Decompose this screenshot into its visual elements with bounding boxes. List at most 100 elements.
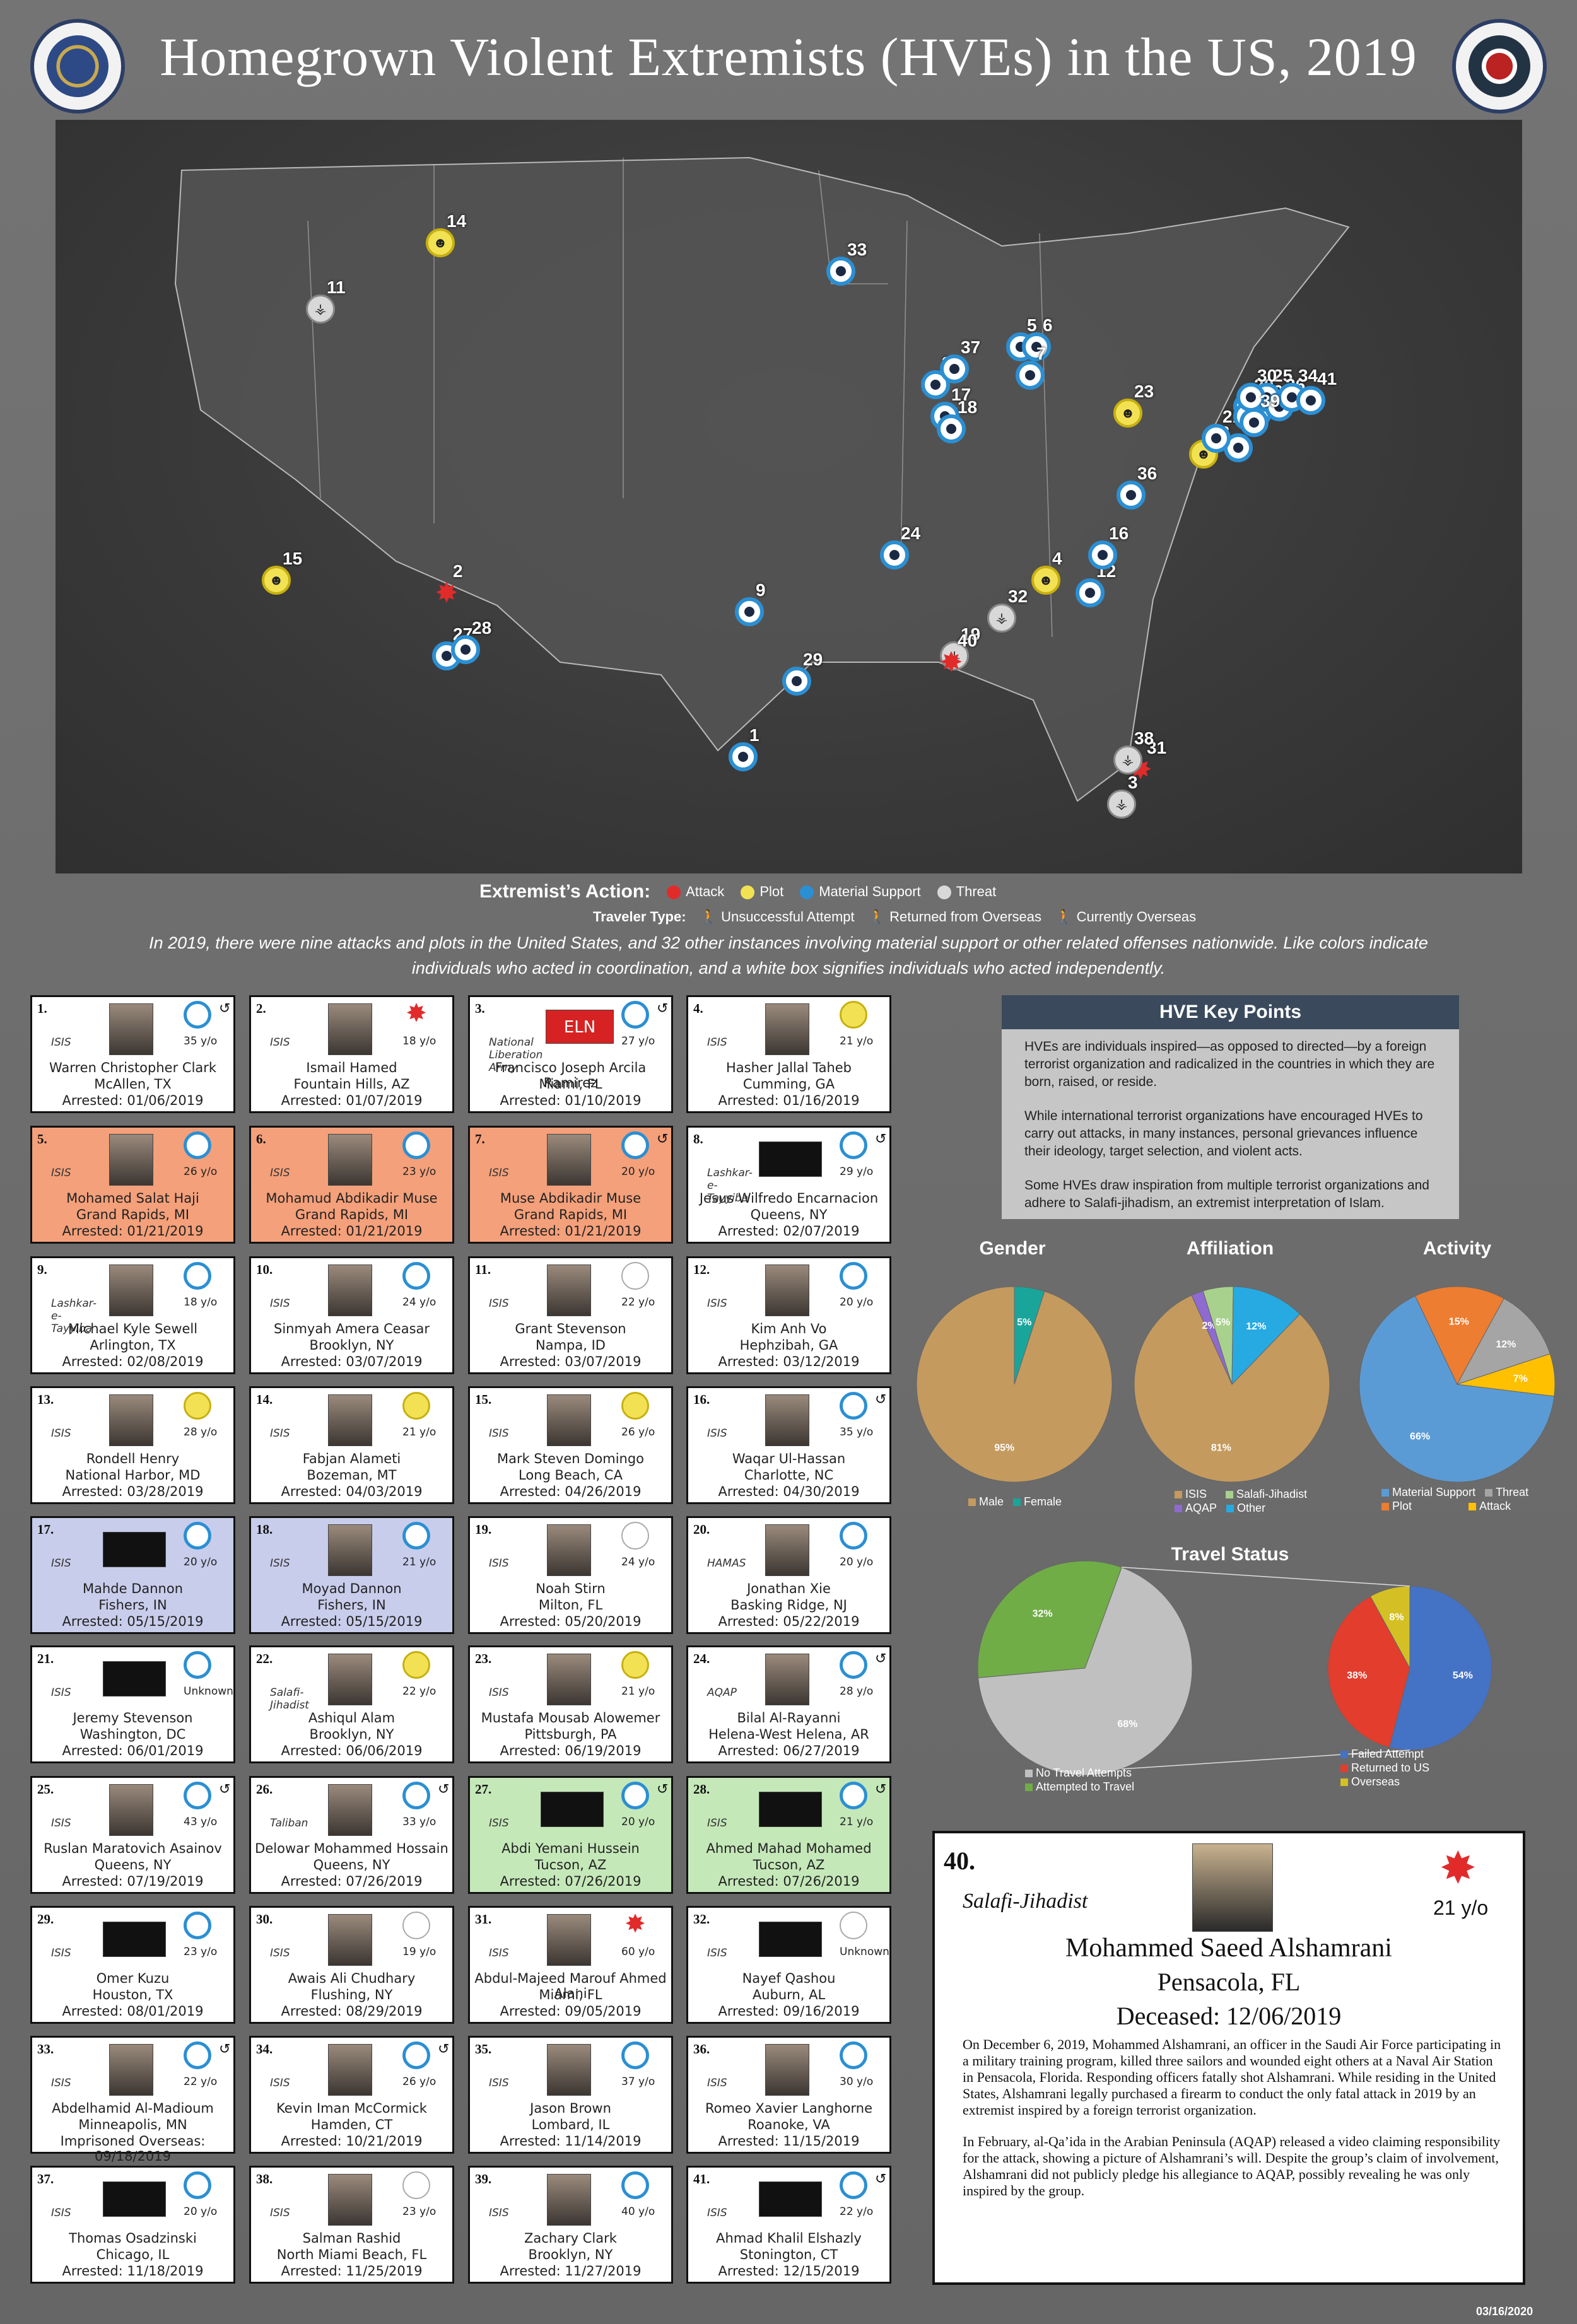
card-date: Arrested: 06/19/2019 bbox=[500, 1743, 642, 1758]
card-affiliation: ISIS bbox=[707, 2077, 727, 2089]
card-date: Arrested: 01/07/2019 bbox=[281, 1093, 423, 1108]
card-location: Tucson, AZ bbox=[753, 1857, 825, 1872]
card-date: Arrested: 06/06/2019 bbox=[281, 1743, 423, 1758]
card-number: 9. bbox=[37, 1262, 47, 1277]
map-pin-label: 28 bbox=[472, 618, 492, 638]
ms-icon bbox=[840, 1522, 867, 1550]
card-age: 22 y/o bbox=[621, 1296, 655, 1309]
legend-attack: Attack bbox=[667, 884, 724, 900]
hve-card: 27. ISIS ↺ 20 y/o Abdi Yemani Hussein Tucson,… bbox=[468, 1776, 673, 1894]
card-photo bbox=[765, 1524, 809, 1576]
card-name: Omer Kuzu bbox=[96, 1971, 170, 1986]
card-date: Arrested: 08/29/2019 bbox=[281, 2004, 423, 2019]
card-affiliation: ISIS bbox=[489, 1817, 509, 1830]
card-name: Fabjan Alameti bbox=[302, 1451, 401, 1466]
threat-icon bbox=[621, 1262, 649, 1290]
card-date: Arrested: 08/01/2019 bbox=[62, 2004, 204, 2019]
page-title: Homegrown Violent Extremists (HVEs) in t… bbox=[160, 26, 1417, 87]
pie-label: 81% bbox=[1211, 1442, 1231, 1453]
map-pin-label: 40 bbox=[958, 631, 978, 650]
card-location: Queens, NY bbox=[313, 1857, 390, 1872]
card-date: Arrested: 10/21/2019 bbox=[281, 2134, 423, 2149]
ms-icon bbox=[184, 1912, 211, 1939]
pie-slice bbox=[1134, 1295, 1330, 1483]
legend-threat: Threat bbox=[937, 884, 996, 900]
hve-card: 6. ISIS 23 y/o Mohamud Abdikadir Muse Grand … bbox=[249, 1126, 454, 1244]
card-affiliation: ISIS bbox=[51, 1427, 71, 1440]
gender-chart-title: Gender bbox=[979, 1238, 1046, 1259]
card-photo bbox=[765, 1264, 809, 1316]
hve-card: 38. ISIS 23 y/o Salman Rashid North Miami Be… bbox=[249, 2166, 454, 2284]
card-age: 22 y/o bbox=[184, 2076, 218, 2088]
traveler-icon: ↺ bbox=[657, 1131, 669, 1147]
legend-currently-overseas: 🚶 Currently Overseas bbox=[1055, 909, 1197, 925]
map-pin-label: 31 bbox=[1147, 738, 1167, 757]
map-pin-21 bbox=[1202, 424, 1231, 453]
featured-number: 40. bbox=[944, 1847, 975, 1875]
card-number: 24. bbox=[693, 1651, 710, 1666]
ms-icon bbox=[184, 1131, 211, 1159]
ms-icon bbox=[402, 1522, 430, 1550]
card-date: Arrested: 01/16/2019 bbox=[718, 1093, 860, 1108]
card-number: 37. bbox=[37, 2171, 54, 2187]
card-date: Arrested: 05/20/2019 bbox=[500, 1614, 642, 1629]
card-name: Kim Anh Vo bbox=[751, 1321, 827, 1336]
card-date: Arrested: 04/30/2019 bbox=[718, 1484, 860, 1499]
map-pin-16 bbox=[1088, 540, 1117, 569]
card-photo bbox=[541, 1792, 604, 1827]
map-pin-label: 41 bbox=[1317, 369, 1337, 388]
card-affiliation: ISIS bbox=[270, 1947, 290, 1959]
map-pin-12 bbox=[1076, 578, 1105, 607]
card-affiliation: ISIS bbox=[51, 2077, 71, 2089]
hve-card: 21. ISIS Unknown Jeremy Stevenson Washington… bbox=[30, 1645, 235, 1763]
card-number: 17. bbox=[37, 1522, 54, 1537]
card-age: 60 y/o bbox=[621, 1946, 655, 1958]
card-name: Michael Kyle Sewell bbox=[67, 1321, 198, 1336]
map-pin-4 bbox=[1031, 566, 1060, 595]
card-affiliation: ISIS bbox=[51, 2207, 71, 2219]
ms-icon bbox=[184, 1001, 211, 1029]
card-photo bbox=[103, 1661, 166, 1696]
card-affiliation: ISIS bbox=[51, 1557, 71, 1570]
card-date: Arrested: 07/26/2019 bbox=[718, 1874, 860, 1889]
card-affiliation: ISIS bbox=[489, 2207, 509, 2219]
map-pin-label: 24 bbox=[901, 523, 921, 543]
card-location: Brooklyn, NY bbox=[309, 1727, 394, 1742]
card-location: Brooklyn, NY bbox=[528, 2247, 613, 2262]
card-affiliation: ISIS bbox=[51, 1817, 71, 1830]
map-pin-label: 25 bbox=[1273, 366, 1293, 385]
hve-card: 7. ISIS ↺ 20 y/o Muse Abdikadir Muse Grand Ra… bbox=[468, 1126, 673, 1244]
card-affiliation: ISIS bbox=[489, 1167, 509, 1179]
pie-label: 38% bbox=[1347, 1671, 1367, 1681]
card-age: 21 y/o bbox=[840, 1816, 874, 1828]
map-pin-9 bbox=[735, 597, 764, 626]
featured-affiliation: Salafi-Jihadist bbox=[963, 1889, 1088, 1913]
ms-icon bbox=[184, 2041, 211, 2069]
map-pin-33 bbox=[826, 257, 855, 286]
pie-slice bbox=[1202, 1286, 1234, 1385]
card-affiliation: ISIS bbox=[489, 1686, 509, 1699]
pie-slice bbox=[1457, 1353, 1556, 1397]
card-date: Arrested: 05/15/2019 bbox=[281, 1614, 423, 1629]
map-pin-35 bbox=[921, 370, 950, 399]
card-location: Flushing, NY bbox=[310, 1987, 393, 2002]
map-pin-label: 33 bbox=[847, 240, 867, 259]
card-age: Unknown bbox=[184, 1685, 233, 1698]
card-photo bbox=[328, 1003, 372, 1055]
legend-action-title: Extremist’s Action: bbox=[479, 881, 651, 902]
card-name: Kevin Iman McCormick bbox=[276, 2101, 427, 2116]
ms-icon bbox=[840, 1262, 867, 1290]
card-affiliation: ISIS bbox=[51, 1036, 71, 1049]
ms-icon bbox=[840, 1651, 867, 1679]
hve-card: 11. ISIS 22 y/o Grant Stevenson Nampa, ID Arr… bbox=[468, 1256, 673, 1374]
card-photo bbox=[759, 1792, 822, 1827]
card-age: 20 y/o bbox=[840, 1556, 874, 1568]
map-pin-label: 7 bbox=[1036, 344, 1046, 363]
card-age: 20 y/o bbox=[184, 1556, 218, 1568]
card-number: 22. bbox=[256, 1651, 273, 1666]
card-affiliation: Salafi-Jihadist bbox=[270, 1686, 309, 1712]
card-photo bbox=[328, 2044, 372, 2096]
connector-line bbox=[1121, 1567, 1410, 1587]
card-affiliation: ISIS bbox=[707, 1947, 727, 1959]
card-photo bbox=[547, 1394, 591, 1446]
